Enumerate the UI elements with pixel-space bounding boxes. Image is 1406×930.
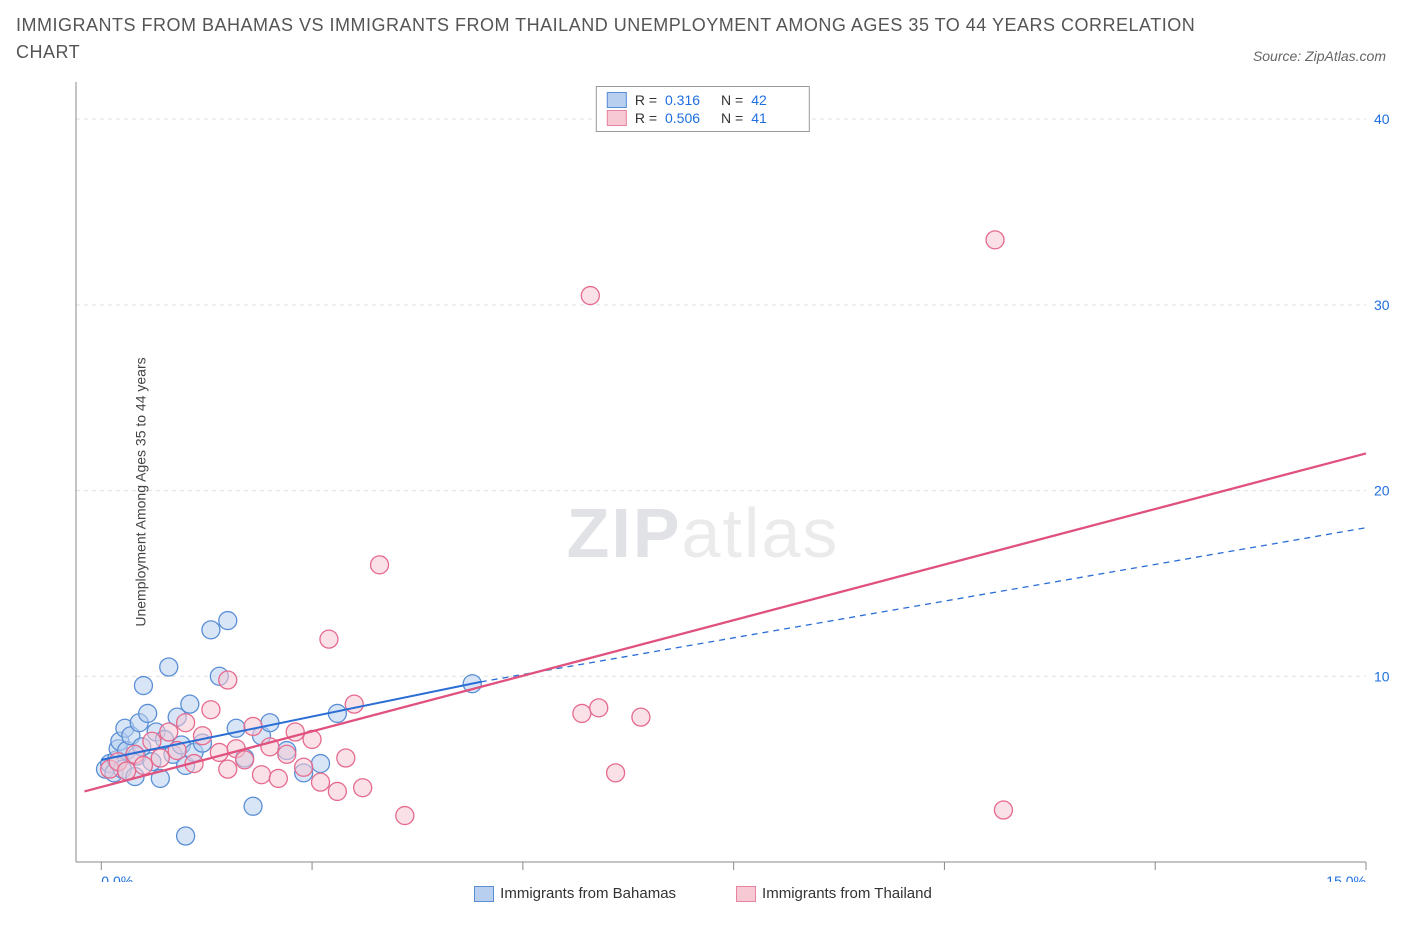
chart-container: Unemployment Among Ages 35 to 44 years Z… (16, 82, 1390, 902)
stats-r-val: 0.316 (665, 92, 713, 108)
scatter-plot: 10.0% 20.0% 30.0% 40.0% 0.0% 15.0% (16, 82, 1390, 882)
stats-r-val: 0.506 (665, 110, 713, 126)
legend-label-bahamas: Immigrants from Bahamas (500, 885, 676, 902)
svg-text:10.0%: 10.0% (1374, 668, 1390, 684)
legend-label-thailand: Immigrants from Thailand (762, 885, 932, 902)
svg-text:0.0%: 0.0% (101, 873, 133, 882)
stats-n-val: 41 (751, 110, 799, 126)
legend-item-bahamas: Immigrants from Bahamas (474, 885, 676, 902)
y-axis-title: Unemployment Among Ages 35 to 44 years (133, 357, 149, 626)
legend-swatch-bahamas (474, 886, 494, 902)
stats-row-1: R = 0.506 N = 41 (607, 109, 799, 127)
legend-item-thailand: Immigrants from Thailand (736, 885, 932, 902)
stats-r-label: R = (635, 110, 657, 126)
svg-text:15.0%: 15.0% (1326, 873, 1366, 882)
svg-text:40.0%: 40.0% (1374, 111, 1390, 127)
stats-swatch-bahamas (607, 92, 627, 108)
stats-n-val: 42 (751, 92, 799, 108)
source-attribution: Source: ZipAtlas.com (1253, 48, 1386, 64)
svg-text:30.0%: 30.0% (1374, 297, 1390, 313)
stats-r-label: R = (635, 92, 657, 108)
svg-text:20.0%: 20.0% (1374, 483, 1390, 499)
stats-n-label: N = (721, 110, 743, 126)
stats-legend: R = 0.316 N = 42 R = 0.506 N = 41 (596, 86, 810, 132)
stats-row-0: R = 0.316 N = 42 (607, 91, 799, 109)
legend-swatch-thailand (736, 886, 756, 902)
chart-title: IMMIGRANTS FROM BAHAMAS VS IMMIGRANTS FR… (16, 12, 1206, 66)
stats-n-label: N = (721, 92, 743, 108)
bottom-legend: Immigrants from Bahamas Immigrants from … (16, 885, 1390, 902)
stats-swatch-thailand (607, 110, 627, 126)
